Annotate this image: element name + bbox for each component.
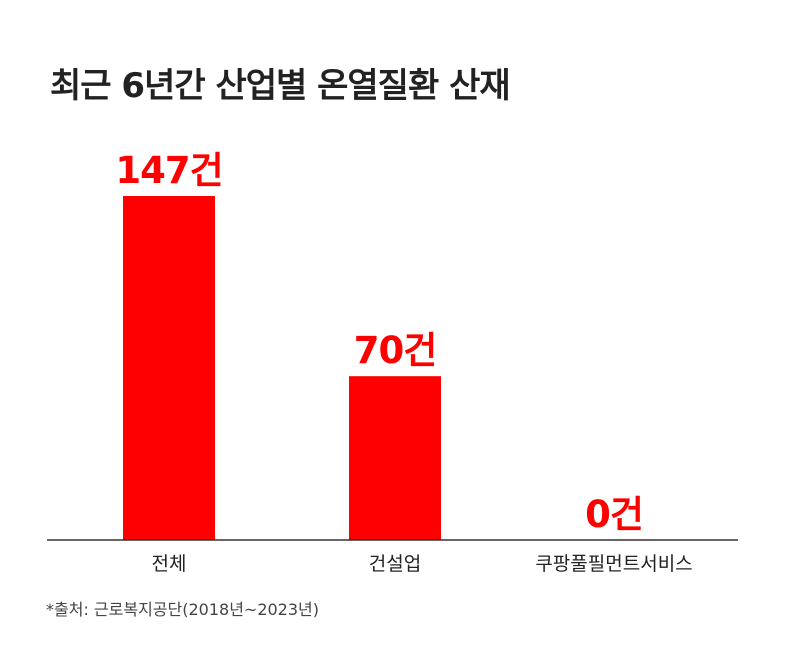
source-note: *출처: 근로복지공단(2018년~2023년) — [46, 600, 320, 619]
value-label-1: 147건 — [115, 149, 222, 192]
category-label-3: 쿠팡풀필먼트서비스 — [535, 553, 692, 575]
bar-1 — [123, 196, 215, 540]
category-label-2: 건설업 — [369, 553, 421, 575]
bars-layer — [123, 196, 441, 540]
value-label-2: 70건 — [354, 329, 437, 372]
category-label-1: 전체 — [152, 553, 187, 575]
chart-title: 최근 6년간 산업별 온열질환 산재 — [50, 66, 511, 106]
value-label-3: 0건 — [585, 493, 643, 536]
bar-2 — [349, 376, 441, 540]
